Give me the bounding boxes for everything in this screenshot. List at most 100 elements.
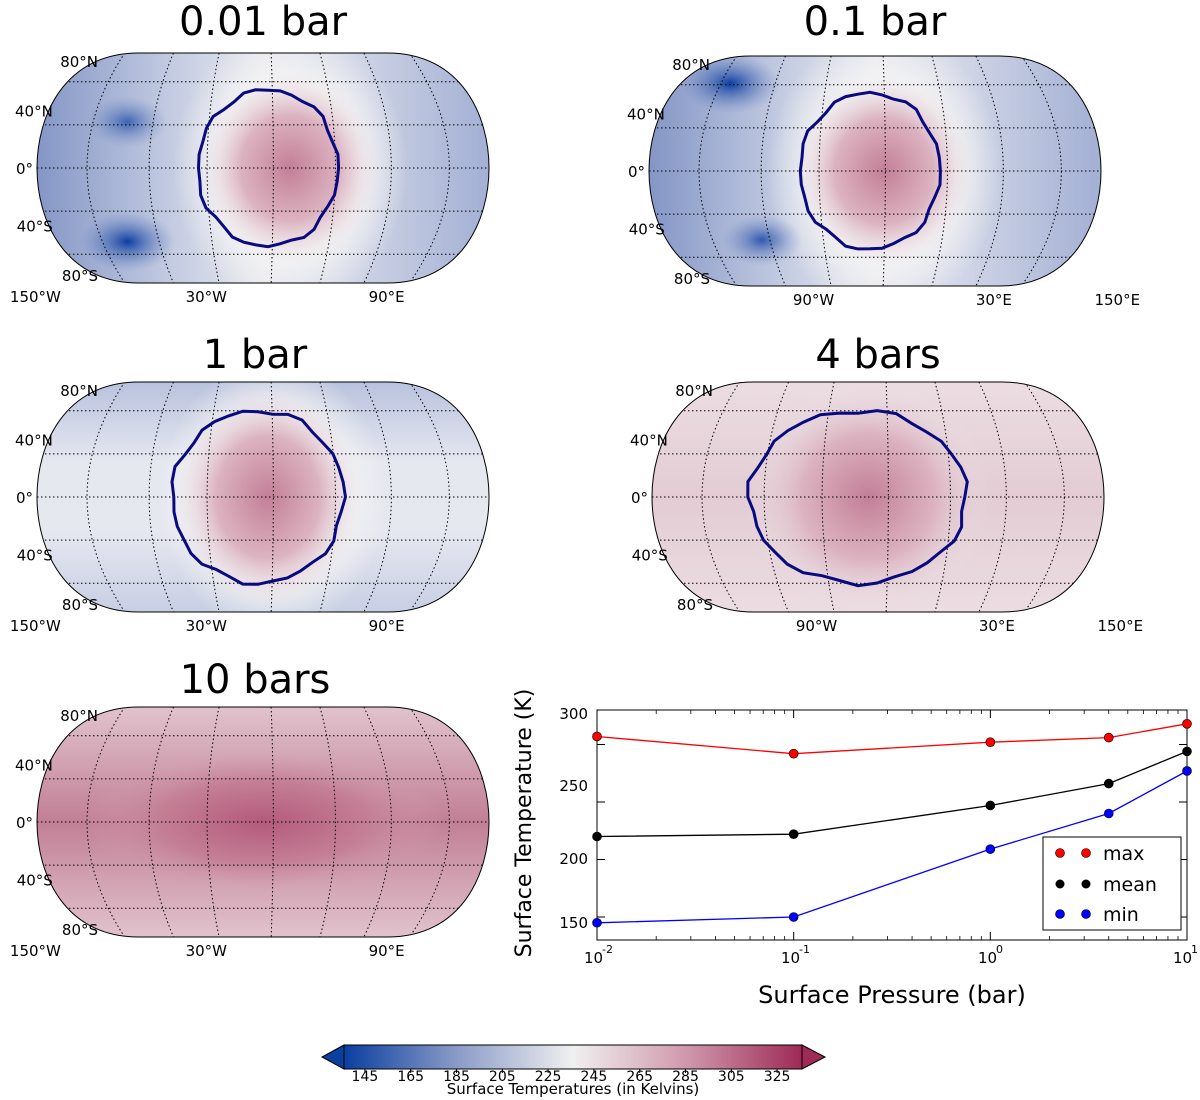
lon-label: 30°W [186, 617, 228, 635]
legend-label-max: max [1103, 843, 1144, 865]
contour-line [196, 88, 341, 249]
temperature-field [37, 382, 489, 612]
legend-box [1042, 836, 1182, 931]
lat-label: 80°S [674, 270, 710, 288]
colorbar-tick-label: 185 [443, 1069, 470, 1085]
map-panel: 4 bars 80°N 40°N 0° 40°S 80°S 90°W 30°E 150°E [630, 332, 1143, 635]
data-point-min [788, 912, 799, 922]
colorbar-label: Surface Temperatures (in Kelvins) [447, 1080, 700, 1098]
lon-label: 150°E [1097, 617, 1143, 635]
lat-label: 40°N [15, 432, 53, 450]
legend-marker-min [1081, 909, 1091, 919]
lat-label: 40°S [17, 872, 53, 890]
lon-label: 90°W [796, 617, 838, 635]
lon-label: 30°W [186, 942, 228, 960]
map-outline [651, 381, 1105, 613]
map-outline [36, 52, 490, 284]
data-point-min [1182, 766, 1192, 776]
lon-label: 90°E [369, 617, 405, 635]
data-point-mean [985, 800, 996, 811]
lat-label: 80°S [62, 267, 98, 285]
colorbar-tick-label: 245 [581, 1069, 608, 1085]
lon-label: 90°E [369, 288, 405, 306]
y-tick-label: 150 [559, 914, 588, 932]
x-tick-label: 10 [584, 949, 603, 967]
legend-marker-max [1055, 848, 1065, 858]
map-panel: 0.1 bar 80°N 40°N 0° 40°S 80°S 90°W 30°E 150°E [627, 0, 1140, 309]
lat-label: 0° [16, 160, 33, 178]
data-point-mean [1103, 778, 1114, 789]
map-title: 10 bars [180, 657, 331, 703]
data-point-max [1103, 732, 1114, 743]
x-tick-exponent: 0 [996, 943, 1003, 956]
lat-label: 0° [631, 489, 648, 507]
lat-label: 0° [16, 489, 33, 507]
legend-marker-mean [1055, 879, 1065, 889]
lon-label: 90°E [369, 942, 405, 960]
lat-label: 40°N [15, 103, 53, 121]
lon-label: 90°W [793, 291, 835, 309]
lon-label: 30°E [976, 291, 1012, 309]
data-point-max [1182, 718, 1192, 729]
colorbar-tick-label: 205 [489, 1069, 516, 1085]
colorbar-tick-label: 305 [718, 1069, 745, 1085]
data-point-max [985, 737, 996, 748]
lat-label: 40°S [632, 547, 668, 565]
colorbar-tick-label: 145 [352, 1069, 379, 1085]
data-point-min [592, 917, 602, 928]
colorbar-ticks: 145 165 185 205 225 245 265 285 305 325 [352, 1069, 791, 1085]
y-axis-label: Surface Temperature (K) [512, 689, 537, 958]
lat-label: 80°N [675, 382, 713, 400]
colorbar-gradient [343, 1044, 803, 1070]
colorbar-tick-label: 225 [535, 1069, 562, 1085]
lat-label: 40°N [630, 432, 668, 450]
graticule [649, 56, 1101, 286]
data-point-max [788, 748, 799, 759]
x-axis-label: Surface Pressure (bar) [758, 981, 1026, 1009]
map-outline [648, 55, 1102, 287]
lat-label: 40°S [629, 221, 665, 239]
colorbar-high-arrow [801, 1044, 827, 1070]
lat-label: 40°N [627, 106, 665, 124]
legend: max mean min [1042, 836, 1182, 931]
lon-label: 150°W [10, 617, 61, 635]
lat-label: 80°N [672, 56, 710, 74]
contour-line [746, 409, 969, 588]
x-tick-exponent: 1 [1191, 943, 1198, 956]
x-tick-label: 10 [781, 949, 800, 967]
lat-label: 80°S [677, 596, 713, 614]
y-tick-label: 300 [559, 705, 588, 723]
colorbar-tick-label: 285 [672, 1069, 699, 1085]
colorbar-tick-label: 265 [626, 1069, 653, 1085]
colorbar: 145 165 185 205 225 245 265 285 305 325 Surface T… [320, 1044, 827, 1098]
map-outline [36, 706, 490, 938]
colorbar-tick-label: 325 [764, 1069, 791, 1085]
lat-label: 0° [16, 814, 33, 832]
graticule [37, 382, 489, 612]
lat-label: 40°S [17, 547, 53, 565]
y-tick-label: 250 [559, 777, 588, 795]
map-title: 0.1 bar [804, 0, 947, 45]
x-tick-exponent: -2 [602, 943, 613, 956]
map-panels: 0.01 bar 80°N 40°N 0° 40°S 80°S 150°W 30°W 90°E 0… [10, 0, 1143, 960]
lon-label: 150°W [10, 942, 61, 960]
graticule [37, 707, 489, 937]
lat-label: 80°N [60, 707, 98, 725]
data-point-mean [788, 829, 799, 840]
map-title: 4 bars [815, 332, 940, 378]
contour-line [798, 90, 942, 251]
line-chart: 10 -2 10 -1 10 0 10 1 150 200 250 300 Su… [512, 689, 1198, 1009]
x-tick-exponent: -1 [799, 943, 810, 956]
y-tick-label: 200 [559, 850, 588, 868]
data-point-min [985, 844, 996, 854]
series-group [592, 718, 1192, 928]
map-title: 0.01 bar [179, 0, 348, 45]
legend-marker-max [1081, 848, 1091, 858]
legend-marker-min [1055, 909, 1065, 919]
axis-ticks [596, 710, 1188, 940]
contour-line [170, 409, 348, 586]
colorbar-low-arrow [320, 1044, 345, 1070]
